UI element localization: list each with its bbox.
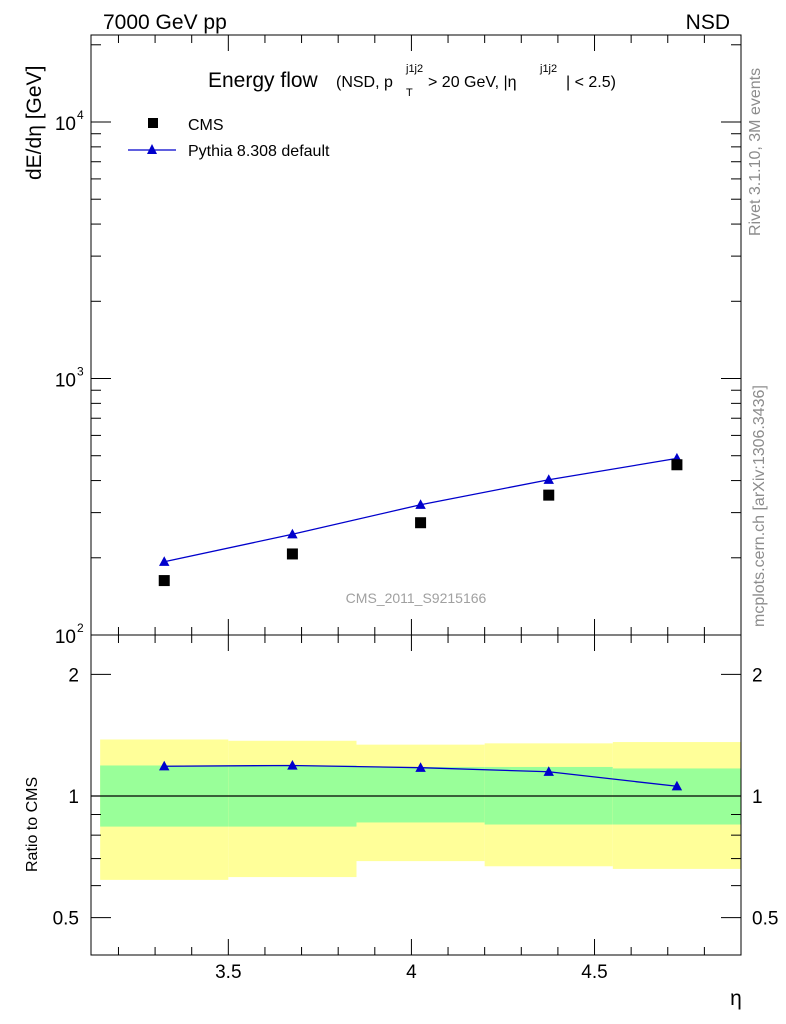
- y-tick-label-exponent: 2: [77, 621, 84, 635]
- y-tick-label-base: 10: [55, 371, 76, 392]
- pythia-ratio-point: [543, 766, 554, 776]
- cms-data-point: [671, 459, 683, 471]
- x-tick-label: 3.5: [215, 962, 241, 983]
- ratio-band-inner-2: [356, 766, 485, 823]
- pythia-point: [159, 556, 170, 566]
- main-panel-marks: [158, 452, 683, 587]
- ratio-y-tick-label-right: 2: [752, 665, 763, 686]
- pythia-point: [287, 528, 298, 539]
- plot-title-pt-superscript: j1j2: [405, 63, 423, 75]
- analysis-watermark: CMS_2011_S9215166: [346, 590, 487, 606]
- legend: CMS Pythia 8.308 default: [128, 117, 330, 160]
- ratio-y-tick-label-left: 0.5: [53, 909, 79, 930]
- cms-data-point: [158, 575, 170, 587]
- axis-ticks: [91, 35, 742, 955]
- legend-pythia-marker: [147, 144, 157, 154]
- x-tick-label: 4.5: [581, 962, 607, 983]
- ratio-y-tick-label-left: 2: [68, 665, 79, 686]
- legend-cms-marker: [148, 118, 158, 128]
- legend-pythia-label: Pythia 8.308 default: [188, 143, 330, 160]
- pythia-ratio-point: [671, 780, 683, 791]
- y-tick-label-exponent: 4: [77, 108, 84, 122]
- ratio-panel-marks: [159, 759, 683, 791]
- plot-title-cut-open: (NSD, p: [336, 74, 393, 91]
- plot-title-eta-superscript: j1j2: [539, 63, 557, 75]
- ratio-y-axis-title: Ratio to CMS: [24, 777, 41, 872]
- pythia-ratio-point: [287, 759, 298, 770]
- cms-data-point: [286, 548, 298, 560]
- cms-data-point: [415, 517, 427, 529]
- ratio-uncertainty-bands: [91, 739, 741, 880]
- pythia-ratio-point: [415, 762, 426, 772]
- ratio-panel-frame: [90, 634, 742, 956]
- x-tick-label: 4: [406, 962, 417, 983]
- pythia-point: [543, 474, 554, 484]
- ratio-y-tick-label-right: 0.5: [752, 909, 778, 930]
- y-tick-label-base: 10: [55, 114, 76, 135]
- plot-title-cut-close: | < 2.5): [566, 74, 616, 91]
- cms-data-point: [543, 489, 555, 501]
- pythia-ratio-point: [159, 760, 170, 771]
- ratio-y-tick-label-left: 1: [68, 787, 79, 808]
- plot-title: Energy flow (NSD, p j1j2 T > 20 GeV, |η …: [208, 63, 616, 99]
- x-axis-title: η: [730, 987, 742, 1010]
- beam-energy-label: 7000 GeV pp: [103, 11, 227, 34]
- y-tick-label-base: 10: [55, 627, 76, 648]
- ratio-y-tick-label-right: 1: [752, 787, 763, 808]
- y-tick-label-exponent: 3: [77, 365, 84, 379]
- legend-cms-label: CMS: [188, 117, 224, 134]
- plot-title-main: Energy flow: [208, 69, 319, 92]
- rivet-version-label: Rivet 3.1.10, 3M events: [747, 68, 764, 236]
- plot-title-cut-middle: > 20 GeV, |η: [428, 74, 517, 91]
- process-label: NSD: [686, 11, 730, 34]
- plot-title-pt-subscript: T: [406, 87, 413, 99]
- mcplots-reference-label: mcplots.cern.ch [arXiv:1306.3436]: [751, 385, 768, 627]
- main-y-axis-title: dE/dη [GeV]: [23, 66, 46, 180]
- pythia-point: [415, 499, 426, 509]
- pythia-curve: [164, 457, 678, 563]
